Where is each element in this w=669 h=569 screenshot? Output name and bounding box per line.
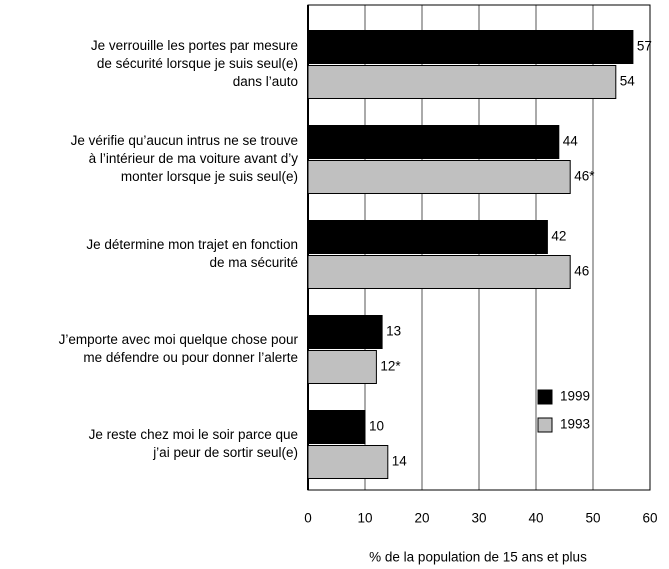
bar [307, 350, 377, 384]
x-tick-label: 20 [414, 511, 429, 526]
category-label: de sécurité lorsque je suis seul(e) [97, 56, 298, 71]
x-tick-label: 40 [528, 511, 543, 526]
legend-swatch [537, 389, 553, 405]
value-label: 13 [386, 324, 401, 339]
bar [307, 255, 571, 289]
value-label: 46 [574, 264, 589, 279]
value-label: 54 [620, 74, 636, 89]
bar [307, 410, 366, 444]
category-label: à l’intérieur de ma voiture avant d’y [89, 151, 299, 166]
value-label: 42 [551, 229, 566, 244]
bar [307, 445, 389, 479]
x-axis-label: % de la population de 15 ans et plus [369, 550, 587, 565]
bar [307, 220, 548, 254]
category-label: Je verrouille les portes par mesure [91, 38, 298, 53]
value-label: 14 [392, 454, 408, 469]
x-tick-label: 60 [642, 511, 657, 526]
category-label: dans l’auto [233, 74, 298, 89]
legend-label: 1999 [560, 389, 590, 404]
value-label: 46* [574, 169, 595, 184]
category-label: me défendre ou pour donner l’alerte [83, 350, 298, 365]
category-label: Je reste chez moi le soir parce que [89, 427, 298, 442]
bar [307, 30, 634, 64]
x-tick-label: 0 [304, 511, 312, 526]
category-label: J’emporte avec moi quelque chose pour [59, 332, 299, 347]
value-label: 57 [637, 39, 652, 54]
bar [307, 125, 560, 159]
category-label: de ma sécurité [209, 255, 298, 270]
value-label: 44 [563, 134, 579, 149]
bar [307, 65, 617, 99]
bar [307, 315, 383, 349]
x-tick-label: 50 [585, 511, 600, 526]
legend-label: 1993 [560, 417, 590, 432]
value-label: 10 [369, 419, 384, 434]
category-label: Je vérifie qu’aucun intrus ne se trouve [71, 133, 298, 148]
category-label: j’ai peur de sortir seul(e) [152, 445, 298, 460]
bar [307, 160, 571, 194]
x-tick-label: 30 [471, 511, 486, 526]
value-label: 12* [380, 359, 401, 374]
category-label: Je détermine mon trajet en fonction [86, 237, 298, 252]
x-tick-label: 10 [357, 511, 372, 526]
legend-swatch [537, 417, 553, 433]
category-label: monter lorsque je suis seul(e) [121, 169, 298, 184]
